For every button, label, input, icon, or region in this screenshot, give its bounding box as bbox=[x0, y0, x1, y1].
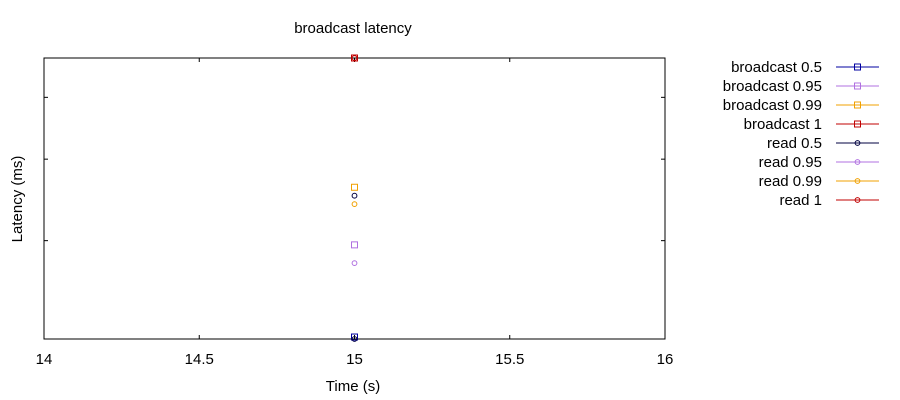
x-tick-label: 16 bbox=[657, 351, 674, 368]
legend-label: broadcast 0.5 bbox=[731, 59, 822, 76]
x-axis: 14 14.5 15 15.5 16 bbox=[36, 58, 674, 368]
x-tick-label: 15.5 bbox=[495, 351, 524, 368]
data-point bbox=[351, 54, 358, 62]
y-axis bbox=[44, 96, 665, 242]
data-point bbox=[351, 183, 358, 191]
legend-marker bbox=[854, 63, 861, 71]
legend-label: read 0.99 bbox=[759, 173, 822, 190]
y-axis-label: Latency (ms) bbox=[9, 156, 26, 243]
legend-marker bbox=[854, 101, 861, 109]
legend-marker bbox=[854, 197, 861, 203]
x-tick-label: 15 bbox=[346, 351, 363, 368]
legend-label: broadcast 1 bbox=[744, 116, 822, 133]
legend-marker bbox=[854, 159, 861, 165]
x-tick-label: 14.5 bbox=[185, 351, 214, 368]
legend-label: read 0.95 bbox=[759, 154, 822, 171]
legend: broadcast 0.5 broadcast 0.95 broadcast 0.9… bbox=[723, 59, 879, 209]
chart-title: broadcast latency bbox=[294, 20, 412, 37]
legend-label: read 1 bbox=[779, 192, 822, 209]
data-point bbox=[351, 260, 358, 267]
data-points bbox=[351, 54, 358, 342]
x-tick-label: 14 bbox=[36, 351, 53, 368]
data-point bbox=[351, 241, 358, 249]
data-point bbox=[351, 192, 358, 199]
legend-label: broadcast 0.99 bbox=[723, 97, 822, 114]
legend-marker bbox=[854, 140, 861, 146]
legend-marker bbox=[854, 178, 861, 184]
legend-label: broadcast 0.95 bbox=[723, 78, 822, 95]
legend-marker bbox=[854, 82, 861, 90]
data-point bbox=[351, 201, 358, 208]
data-point bbox=[351, 333, 358, 341]
data-point bbox=[351, 336, 358, 342]
data-point bbox=[351, 55, 358, 61]
x-axis-label: Time (s) bbox=[326, 378, 380, 395]
legend-marker bbox=[854, 120, 861, 128]
legend-label: read 0.5 bbox=[767, 135, 822, 152]
